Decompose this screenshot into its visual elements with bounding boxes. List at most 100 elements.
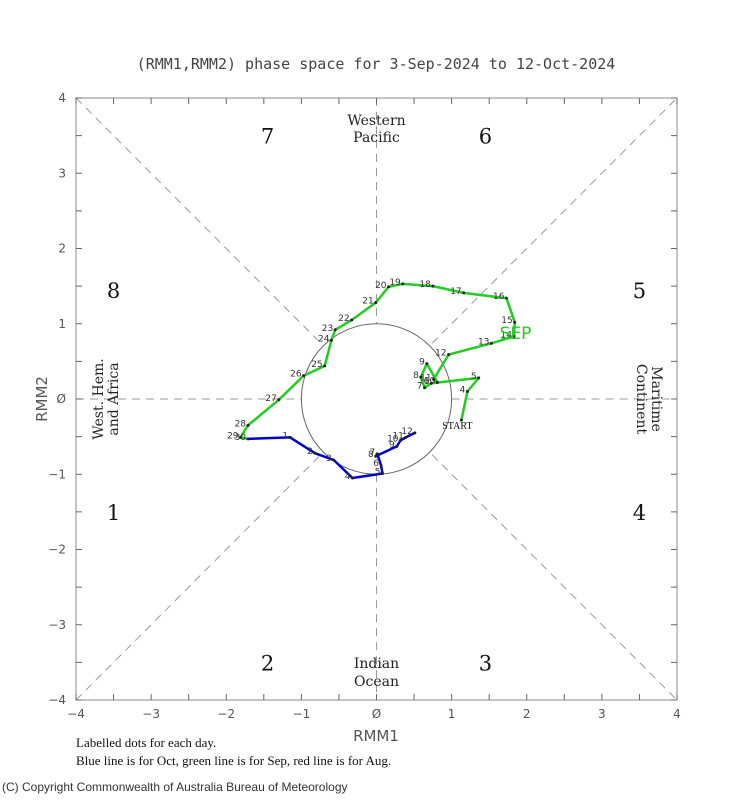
x-tick-label: Ø — [372, 707, 381, 721]
region-right-label: Continent — [633, 364, 649, 435]
day-dot — [431, 284, 435, 288]
day-label: 28 — [235, 419, 247, 429]
day-dot — [350, 318, 354, 322]
region-top-label: Pacific — [353, 130, 400, 146]
chart-title: (RMM1,RMM2) phase space for 3-Sep-2024 t… — [137, 55, 616, 73]
day-dot — [375, 452, 379, 456]
day-label: 12 — [435, 349, 446, 359]
day-dot — [246, 423, 250, 427]
day-label: 4 — [345, 472, 351, 482]
day-label: 27 — [265, 394, 276, 404]
note-line-colors: Blue line is for Oct, green line is for … — [76, 753, 391, 768]
y-tick-label: −4 — [48, 693, 66, 707]
unit-circle — [300, 323, 453, 475]
region-right-label: Maritime — [648, 366, 664, 432]
day-dot — [435, 380, 439, 384]
day-label: 19 — [389, 278, 401, 288]
day-label: 9 — [419, 358, 425, 368]
day-label: 12 — [401, 427, 412, 437]
phase-label-1: 1 — [107, 501, 120, 525]
x-tick-label: −2 — [217, 707, 235, 721]
y-tick-label: −2 — [48, 543, 66, 557]
day-label: 20 — [375, 281, 387, 291]
day-dot — [379, 463, 383, 467]
day-dot — [432, 377, 436, 381]
day-label: 6 — [373, 459, 379, 469]
x-tick-label: 4 — [673, 707, 681, 721]
day-dot — [374, 301, 378, 305]
day-label: 23 — [322, 324, 333, 334]
day-dot — [423, 386, 427, 390]
region-top-label: Western — [347, 113, 405, 129]
day-label: 9 — [389, 440, 395, 450]
day-label: 5 — [471, 372, 477, 382]
day-label: 18 — [419, 280, 431, 290]
x-tick-label: −1 — [293, 707, 311, 721]
day-label: 5 — [375, 467, 381, 477]
day-dot — [404, 435, 408, 439]
day-dot — [277, 398, 281, 402]
day-dot — [489, 341, 493, 345]
day-label: 26 — [290, 370, 302, 380]
x-axis-title: RMM1 — [353, 727, 399, 745]
day-label: 1 — [282, 431, 288, 441]
y-tick-label: 1 — [58, 317, 66, 331]
day-label: 11 — [420, 373, 431, 383]
day-label: 15 — [501, 316, 512, 326]
region-left-label: West. Hem. — [91, 358, 107, 439]
day-label: 3 — [326, 454, 332, 464]
day-dot — [323, 364, 327, 368]
day-dot — [395, 444, 399, 448]
day-label: 17 — [450, 287, 461, 297]
day-label: 29 — [227, 431, 239, 441]
day-dot — [477, 376, 481, 380]
y-tick-label: Ø — [57, 392, 66, 406]
phase-label-5: 5 — [633, 279, 646, 303]
day-label: 11 — [392, 431, 403, 441]
phase-label-4: 4 — [633, 501, 646, 525]
day-dot — [333, 328, 337, 332]
day-label: 14 — [501, 331, 513, 341]
day-dot — [462, 291, 466, 295]
day-label: 6 — [424, 377, 430, 387]
y-tick-label: 4 — [58, 91, 66, 105]
phase-label-2: 2 — [261, 651, 274, 675]
y-tick-label: −3 — [48, 618, 66, 632]
day-dot — [512, 335, 516, 339]
day-label: 30 — [235, 433, 247, 443]
day-dot — [381, 471, 385, 475]
day-dot — [419, 375, 423, 379]
phase-label-6: 6 — [479, 125, 492, 149]
month-label-sep: SEP — [500, 324, 532, 344]
day-label: 21 — [362, 297, 373, 307]
series-line-sep — [239, 282, 516, 441]
day-label: 7 — [417, 382, 423, 392]
day-label: 16 — [493, 292, 505, 302]
x-tick-label: 1 — [448, 707, 456, 721]
day-dot — [465, 389, 469, 393]
x-tick-label: 2 — [523, 707, 531, 721]
region-bottom-label: Ocean — [354, 674, 399, 690]
day-label: 24 — [318, 334, 330, 344]
day-dot — [332, 458, 336, 462]
day-label: 2 — [307, 447, 313, 457]
day-dot — [302, 374, 306, 378]
phase-label-7: 7 — [261, 125, 274, 149]
phase-label-8: 8 — [107, 279, 120, 303]
y-tick-label: 2 — [58, 242, 66, 256]
day-dot — [374, 454, 378, 458]
y-axis-title: RMM2 — [33, 376, 51, 422]
day-dot — [504, 296, 508, 300]
x-tick-label: −3 — [142, 707, 160, 721]
day-label: 25 — [311, 360, 322, 370]
copyright-text: (C) Copyright Commonwealth of Australia … — [2, 780, 348, 794]
region-left-label: and Africa — [106, 362, 122, 435]
day-dot — [459, 418, 463, 422]
day-dot — [387, 285, 391, 289]
day-dot — [329, 338, 333, 342]
day-label: 4 — [460, 385, 466, 395]
day-dot — [413, 431, 417, 435]
start-label: START — [442, 421, 472, 432]
